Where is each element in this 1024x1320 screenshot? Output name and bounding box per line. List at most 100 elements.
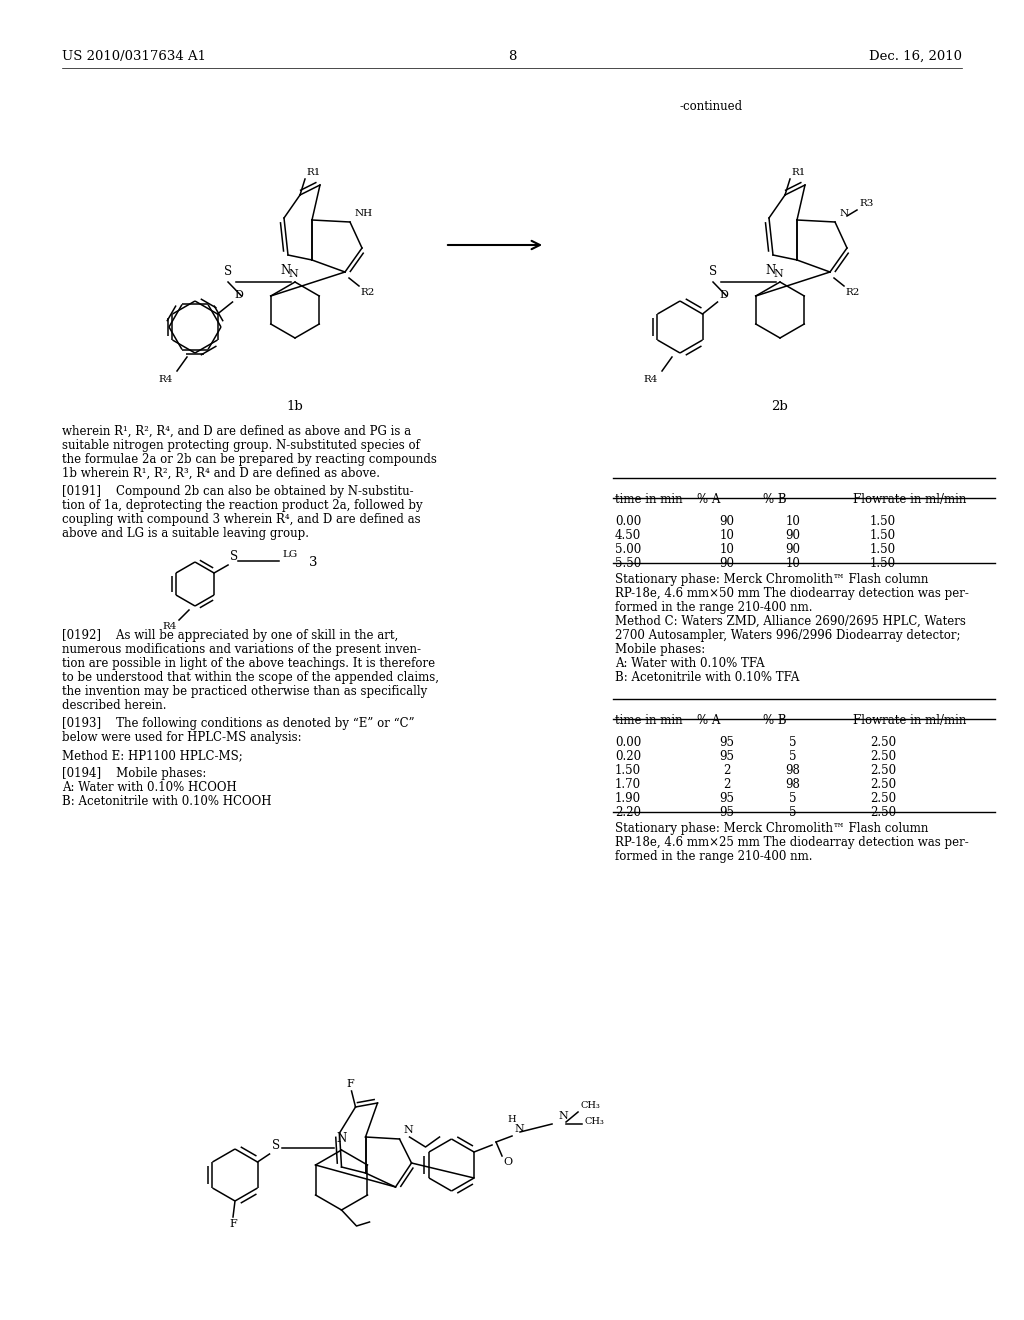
- Text: Flowrate in ml/min: Flowrate in ml/min: [853, 714, 967, 727]
- Text: O: O: [503, 1158, 512, 1167]
- Text: Dec. 16, 2010: Dec. 16, 2010: [869, 50, 962, 63]
- Text: 2.50: 2.50: [870, 737, 896, 748]
- Text: % B: % B: [763, 714, 786, 727]
- Text: 90: 90: [720, 557, 734, 570]
- Text: 10: 10: [785, 515, 801, 528]
- Text: 2.50: 2.50: [870, 764, 896, 777]
- Text: 0.20: 0.20: [615, 750, 641, 763]
- Text: R2: R2: [360, 288, 375, 297]
- Text: suitable nitrogen protecting group. N-substituted species of: suitable nitrogen protecting group. N-su…: [62, 440, 420, 451]
- Text: N: N: [773, 269, 783, 279]
- Text: D: D: [720, 290, 728, 300]
- Text: 2.20: 2.20: [615, 807, 641, 818]
- Text: 95: 95: [720, 807, 734, 818]
- Text: 95: 95: [720, 792, 734, 805]
- Text: time in min: time in min: [615, 492, 683, 506]
- Text: S: S: [224, 265, 232, 279]
- Text: 90: 90: [785, 543, 801, 556]
- Text: 2: 2: [723, 764, 731, 777]
- Text: 5: 5: [790, 807, 797, 818]
- Text: F: F: [347, 1078, 354, 1089]
- Text: 2.50: 2.50: [870, 777, 896, 791]
- Text: the formulae 2a or 2b can be prepared by reacting compounds: the formulae 2a or 2b can be prepared by…: [62, 453, 437, 466]
- Text: formed in the range 210-400 nm.: formed in the range 210-400 nm.: [615, 850, 812, 863]
- Text: 5: 5: [790, 792, 797, 805]
- Text: [0192]    As will be appreciated by one of skill in the art,: [0192] As will be appreciated by one of …: [62, 630, 398, 642]
- Text: 98: 98: [785, 777, 801, 791]
- Text: -continued: -continued: [680, 100, 743, 114]
- Text: 5.50: 5.50: [615, 557, 641, 570]
- Text: wherein R¹, R², R⁴, and D are defined as above and PG is a: wherein R¹, R², R⁴, and D are defined as…: [62, 425, 411, 438]
- Text: 1.50: 1.50: [870, 515, 896, 528]
- Text: N: N: [514, 1125, 524, 1134]
- Text: to be understood that within the scope of the appended claims,: to be understood that within the scope o…: [62, 671, 439, 684]
- Text: 10: 10: [720, 529, 734, 543]
- Text: 1b: 1b: [287, 400, 303, 413]
- Text: R1: R1: [791, 168, 805, 177]
- Text: 1.50: 1.50: [870, 529, 896, 543]
- Text: below were used for HPLC-MS analysis:: below were used for HPLC-MS analysis:: [62, 731, 302, 744]
- Text: F: F: [229, 1218, 237, 1229]
- Text: N: N: [840, 209, 849, 218]
- Text: % B: % B: [763, 492, 786, 506]
- Text: 2.50: 2.50: [870, 807, 896, 818]
- Text: B: Acetonitrile with 0.10% TFA: B: Acetonitrile with 0.10% TFA: [615, 671, 800, 684]
- Text: 2700 Autosampler, Waters 996/2996 Diodearray detector;: 2700 Autosampler, Waters 996/2996 Diodea…: [615, 630, 961, 642]
- Text: the invention may be practiced otherwise than as specifically: the invention may be practiced otherwise…: [62, 685, 427, 698]
- Text: R1: R1: [306, 168, 321, 177]
- Text: RP-18e, 4.6 mm×25 mm The diodearray detection was per-: RP-18e, 4.6 mm×25 mm The diodearray dete…: [615, 836, 969, 849]
- Text: 5.00: 5.00: [615, 543, 641, 556]
- Text: 1.90: 1.90: [615, 792, 641, 805]
- Text: R4: R4: [159, 375, 173, 384]
- Text: 3: 3: [309, 557, 317, 569]
- Text: % A: % A: [697, 492, 720, 506]
- Text: N: N: [766, 264, 776, 277]
- Text: 2.50: 2.50: [870, 750, 896, 763]
- Text: 90: 90: [785, 529, 801, 543]
- Text: formed in the range 210-400 nm.: formed in the range 210-400 nm.: [615, 601, 812, 614]
- Text: tion of 1a, deprotecting the reaction product 2a, followed by: tion of 1a, deprotecting the reaction pr…: [62, 499, 423, 512]
- Text: NH: NH: [355, 209, 373, 218]
- Text: 1.70: 1.70: [615, 777, 641, 791]
- Text: R3: R3: [859, 199, 873, 209]
- Text: 90: 90: [720, 515, 734, 528]
- Text: 0.00: 0.00: [615, 737, 641, 748]
- Text: [0194]    Mobile phases:: [0194] Mobile phases:: [62, 767, 207, 780]
- Text: 98: 98: [785, 764, 801, 777]
- Text: 1.50: 1.50: [870, 543, 896, 556]
- Text: N: N: [288, 269, 298, 279]
- Text: % A: % A: [697, 714, 720, 727]
- Text: 10: 10: [720, 543, 734, 556]
- Text: described herein.: described herein.: [62, 700, 167, 711]
- Text: RP-18e, 4.6 mm×50 mm The diodearray detection was per-: RP-18e, 4.6 mm×50 mm The diodearray dete…: [615, 587, 969, 601]
- Text: LG: LG: [282, 550, 297, 558]
- Text: 2b: 2b: [772, 400, 788, 413]
- Text: R4: R4: [644, 375, 658, 384]
- Text: 1b wherein R¹, R², R³, R⁴ and D are defined as above.: 1b wherein R¹, R², R³, R⁴ and D are defi…: [62, 467, 380, 480]
- Text: [0191]    Compound 2b can also be obtained by N-substitu-: [0191] Compound 2b can also be obtained …: [62, 484, 414, 498]
- Text: 0.00: 0.00: [615, 515, 641, 528]
- Text: Stationary phase: Merck Chromolith™ Flash column: Stationary phase: Merck Chromolith™ Flas…: [615, 573, 929, 586]
- Text: coupling with compound 3 wherein R⁴, and D are defined as: coupling with compound 3 wherein R⁴, and…: [62, 513, 421, 525]
- Text: R4: R4: [163, 622, 177, 631]
- Text: Method C: Waters ZMD, Alliance 2690/2695 HPLC, Waters: Method C: Waters ZMD, Alliance 2690/2695…: [615, 615, 966, 628]
- Text: A: Water with 0.10% TFA: A: Water with 0.10% TFA: [615, 657, 765, 671]
- Text: A: Water with 0.10% HCOOH: A: Water with 0.10% HCOOH: [62, 781, 237, 795]
- Text: time in min: time in min: [615, 714, 683, 727]
- Text: US 2010/0317634 A1: US 2010/0317634 A1: [62, 50, 206, 63]
- Text: above and LG is a suitable leaving group.: above and LG is a suitable leaving group…: [62, 527, 309, 540]
- Text: R2: R2: [845, 288, 859, 297]
- Text: D: D: [234, 290, 244, 300]
- Text: S: S: [230, 550, 239, 564]
- Text: 95: 95: [720, 737, 734, 748]
- Text: 95: 95: [720, 750, 734, 763]
- Text: S: S: [709, 265, 717, 279]
- Text: N: N: [337, 1133, 347, 1144]
- Text: 1.50: 1.50: [870, 557, 896, 570]
- Text: N: N: [403, 1125, 414, 1135]
- Text: 2.50: 2.50: [870, 792, 896, 805]
- Text: B: Acetonitrile with 0.10% HCOOH: B: Acetonitrile with 0.10% HCOOH: [62, 795, 271, 808]
- Text: 5: 5: [790, 750, 797, 763]
- Text: S: S: [271, 1139, 280, 1152]
- Text: 5: 5: [790, 737, 797, 748]
